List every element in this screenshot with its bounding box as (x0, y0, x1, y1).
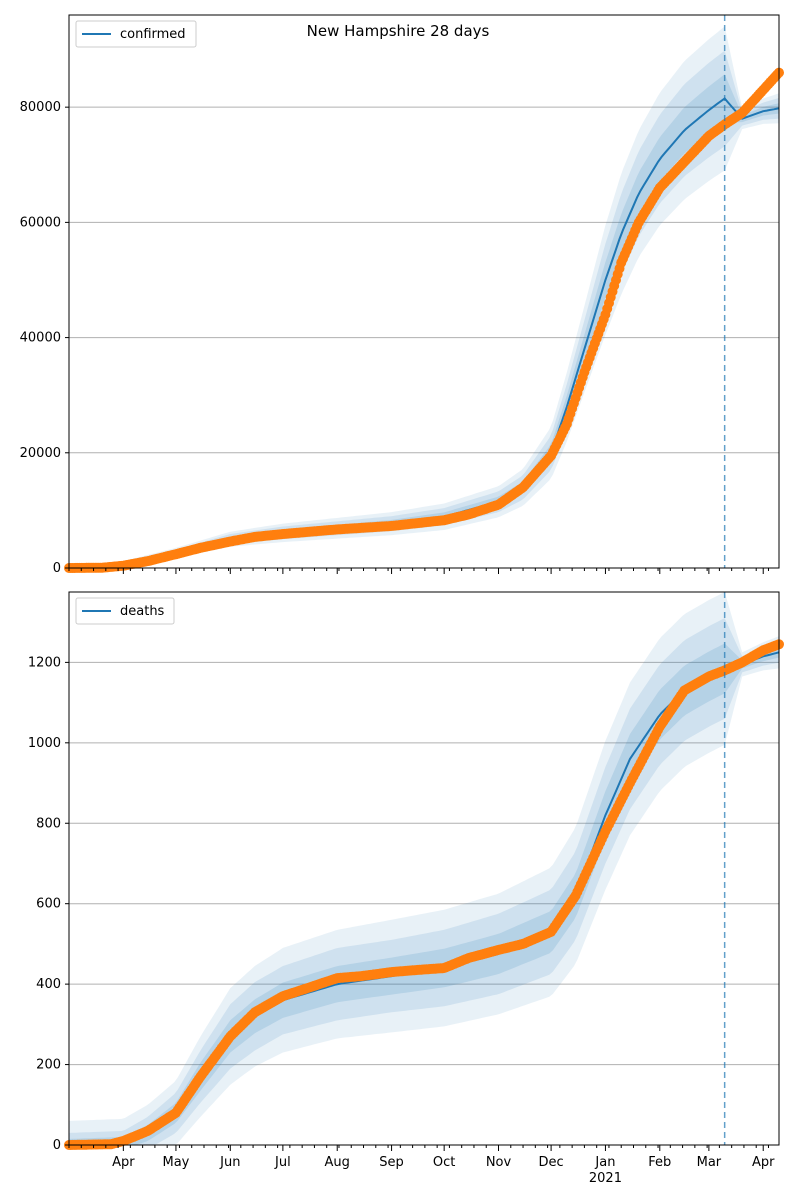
deaths-panel: 0 200 400 600 800 1000 1200 Apr May Jun Jul Aug Sep O… (28, 591, 784, 1186)
confirmed-uncertainty-bands (69, 26, 779, 569)
deaths-band (69, 643, 779, 1145)
confirmed-frame (68, 14, 780, 569)
figure-title: New Hampshire 28 days (307, 22, 490, 40)
deaths-x-tick-label: Feb (648, 1155, 671, 1170)
deaths-x-tick-label: Oct (433, 1155, 455, 1170)
confirmed-panel: 0 20000 40000 60000 80000 confirmed (20, 14, 784, 576)
deaths-x-tick-label: Dec (539, 1155, 564, 1170)
confirmed-legend-label: confirmed (120, 27, 186, 42)
confirmed-legend-box (75, 20, 197, 48)
confirmed-y-tick-label: 0 (53, 561, 61, 576)
deaths-x-tick-label: Jul (274, 1155, 291, 1170)
deaths-frame (68, 591, 780, 1146)
deaths-legend: deaths (75, 597, 175, 625)
confirmed-observed-points (64, 67, 784, 573)
deaths-x-tick-label: Jun (219, 1155, 240, 1170)
deaths-y-tick-label: 600 (36, 897, 61, 912)
deaths-x-tick-label: Apr (112, 1155, 135, 1170)
confirmed-legend: confirmed (75, 20, 197, 48)
deaths-x-year-label: 2021 (589, 1171, 622, 1186)
deaths-uncertainty-bands (69, 592, 779, 1145)
confirmed-y-tick-label: 60000 (20, 215, 61, 230)
confirmed-y-tick-label: 20000 (20, 446, 61, 461)
deaths-x-tick-label: Sep (379, 1155, 404, 1170)
deaths-x-tick-label: Mar (697, 1155, 722, 1170)
deaths-legend-label: deaths (120, 604, 165, 619)
deaths-band (69, 618, 779, 1145)
deaths-legend-box (75, 597, 175, 625)
deaths-y-tick-label: 400 (36, 977, 61, 992)
deaths-y-tick-label: 800 (36, 816, 61, 831)
confirmed-band (69, 74, 779, 569)
confirmed-band (69, 50, 779, 568)
deaths-x-tick-label: Jan (594, 1155, 615, 1170)
deaths-band (69, 592, 779, 1145)
deaths-y-tick-label: 1200 (28, 655, 61, 670)
confirmed-axes: 0 20000 40000 60000 80000 (20, 14, 780, 576)
deaths-y-tick-label: 200 (36, 1058, 61, 1073)
confirmed-band (69, 26, 779, 568)
deaths-axes: 0 200 400 600 800 1000 1200 Apr May Jun Jul Aug Sep O… (28, 591, 780, 1186)
deaths-x-tick-label: Nov (486, 1155, 512, 1170)
deaths-x-tick-label: Aug (325, 1155, 350, 1170)
deaths-y-tick-label: 0 (53, 1138, 61, 1153)
confirmed-y-tick-label: 80000 (20, 100, 61, 115)
deaths-x-tick-label: Apr (752, 1155, 775, 1170)
deaths-x-tick-label: May (162, 1155, 189, 1170)
deaths-gridlines (69, 661, 779, 1146)
confirmed-y-tick-label: 40000 (20, 331, 61, 346)
deaths-observed-points (64, 639, 784, 1150)
deaths-y-tick-label: 1000 (28, 736, 61, 751)
